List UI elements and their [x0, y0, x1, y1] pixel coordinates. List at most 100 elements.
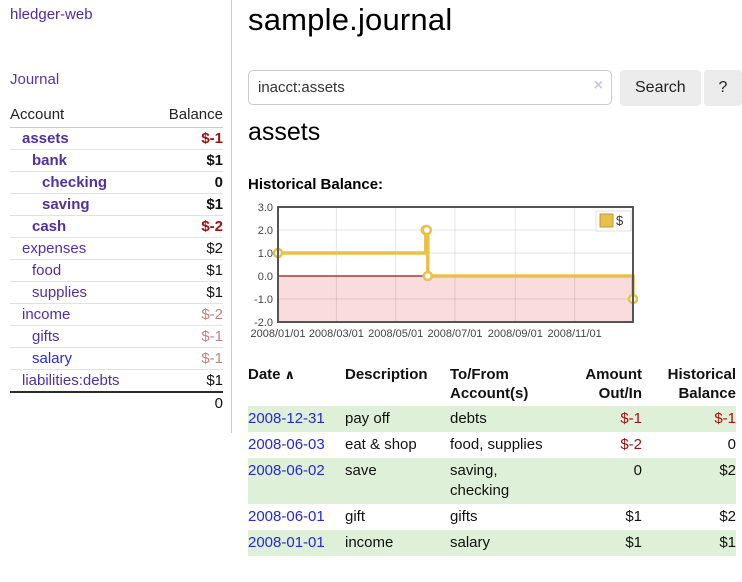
transaction-description: gift	[345, 508, 366, 525]
sidebar: hledger-web Journal Account Balance asse…	[0, 0, 232, 433]
page-title: sample.journal	[248, 2, 453, 37]
register-header-balance: Historical Balance	[667, 366, 736, 402]
sort-asc-icon: ∧	[284, 367, 296, 382]
search-row: × Search ?	[248, 70, 742, 106]
account-link-assets[interactable]: assets	[22, 130, 69, 147]
transaction-accounts: gifts	[450, 508, 478, 525]
y-tick-label: 3.0	[258, 202, 273, 214]
accounts-table: Account Balance assets $-1 bank $1 checking 0…	[10, 104, 223, 414]
data-point-marker	[421, 224, 433, 236]
account-balance: $-2	[150, 215, 223, 238]
x-tick-label: 2008/07/01	[427, 328, 482, 340]
transaction-accounts: salary	[450, 534, 491, 551]
transaction-accounts: food, supplies	[450, 436, 543, 453]
transaction-description: eat & shop	[345, 436, 417, 453]
account-row: checking 0	[10, 171, 223, 194]
transaction-accounts: debts	[450, 410, 487, 427]
x-tick-label: 2008/05/01	[368, 328, 423, 340]
account-balance: $-1	[201, 130, 223, 147]
account-heading: assets	[248, 118, 321, 146]
transaction-balance: $2	[719, 508, 736, 525]
account-row: liabilities:debts $1	[10, 369, 223, 392]
search-field-wrap: ×	[248, 70, 612, 105]
account-balance: $-2	[150, 303, 223, 326]
account-link-salary[interactable]: salary	[32, 350, 73, 367]
register-header-row: Date ∧ Description To/From Account(s) Amo…	[248, 363, 736, 406]
account-row: bank $1	[10, 149, 223, 172]
transaction-date-link[interactable]: 2008-06-03	[248, 436, 325, 453]
account-row: income $-2	[10, 303, 223, 326]
accounts-header-account: Account	[10, 104, 150, 128]
transaction-amount: $1	[625, 534, 642, 551]
transaction-amount: $-2	[620, 436, 642, 453]
account-link-supplies[interactable]: supplies	[32, 284, 88, 301]
account-link-income[interactable]: income	[22, 306, 71, 323]
account-row: gifts $-1	[10, 325, 223, 348]
register-row: 2008-12-31 pay off debts $-1 $-1	[248, 406, 736, 432]
accounts-total-value: 0	[150, 391, 223, 414]
register-table: Date ∧ Description To/From Account(s) Amo…	[248, 363, 736, 556]
transaction-date-link[interactable]: 2008-06-01	[248, 508, 325, 525]
chart-title: Historical Balance:	[248, 176, 384, 193]
account-row: saving $1	[10, 193, 223, 216]
register-header-amount: Amount Out/In	[585, 366, 642, 402]
accounts-total-row: 0	[10, 391, 223, 414]
app-brand-link[interactable]: hledger-web	[10, 6, 93, 23]
account-row: supplies $1	[10, 281, 223, 304]
transaction-description: save	[345, 462, 377, 479]
data-point-marker	[422, 270, 434, 282]
search-input[interactable]	[248, 70, 612, 105]
account-link-expenses[interactable]: expenses	[22, 240, 87, 257]
clear-search-icon[interactable]: ×	[593, 77, 603, 94]
transaction-description: pay off	[345, 410, 390, 427]
account-link-saving[interactable]: saving	[42, 196, 90, 213]
account-link-cash[interactable]: cash	[32, 218, 67, 235]
register-header-description: Description	[345, 366, 428, 383]
legend-swatch	[599, 213, 614, 228]
account-link-bank[interactable]: bank	[32, 152, 68, 169]
account-link-gifts[interactable]: gifts	[32, 328, 60, 345]
account-row: cash $-2	[10, 215, 223, 238]
y-tick-label: 2.0	[258, 225, 273, 237]
transaction-date-link[interactable]: 2008-01-01	[248, 534, 325, 551]
account-row: expenses $2	[10, 237, 223, 260]
transaction-accounts: saving, checking	[450, 462, 510, 499]
transaction-balance: 0	[727, 436, 736, 453]
register-row: 2008-06-03 eat & shop food, supplies $-2 0	[248, 432, 736, 458]
register-row: 2008-06-02 save saving, checking 0 $2	[248, 458, 736, 504]
accounts-header-balance: Balance	[150, 104, 223, 128]
x-tick-label: 2008/09/01	[488, 328, 543, 340]
register-header-date[interactable]: Date ∧	[248, 366, 296, 383]
x-tick-label: 2008/03/01	[309, 328, 364, 340]
account-balance: $-1	[150, 325, 223, 348]
register-row: 2008-06-01 gift gifts $1 $2	[248, 504, 736, 530]
account-balance: $1	[150, 149, 223, 172]
register-table-body: 2008-12-31 pay off debts $-1 $-1 2008-06-03 ea…	[248, 406, 736, 556]
search-button[interactable]: Search	[620, 70, 701, 106]
account-link-liabilities-debts[interactable]: liabilities:debts	[22, 372, 120, 389]
transaction-description: income	[345, 534, 394, 551]
x-tick-label: 2008/11/01	[548, 328, 602, 340]
transaction-date-link[interactable]: 2008-12-31	[248, 410, 325, 427]
account-link-checking[interactable]: checking	[42, 174, 108, 191]
accounts-table-body: assets $-1 bank $1 checking 0 saving $1 cash $-2 e…	[10, 128, 223, 392]
account-balance: 0	[150, 171, 223, 194]
account-balance: $1	[150, 369, 223, 392]
chart-border	[277, 206, 634, 323]
register-row: 2008-01-01 income salary $1 $1	[248, 530, 736, 556]
account-link-food[interactable]: food	[32, 262, 62, 279]
account-balance: $-1	[150, 347, 223, 370]
y-tick-label: -2.0	[254, 317, 273, 329]
transaction-amount: 0	[633, 462, 642, 479]
account-row: assets $-1	[10, 128, 223, 150]
sidebar-item-journal[interactable]: Journal	[10, 71, 60, 88]
legend-label: $	[616, 213, 624, 228]
help-button[interactable]: ?	[704, 70, 742, 106]
transaction-balance: $1	[719, 534, 736, 551]
y-tick-label: -1.0	[254, 294, 273, 306]
y-tick-label: 1.0	[258, 248, 273, 260]
negative-region	[278, 276, 633, 322]
transaction-balance: $2	[719, 462, 736, 479]
transaction-date-link[interactable]: 2008-06-02	[248, 462, 325, 479]
